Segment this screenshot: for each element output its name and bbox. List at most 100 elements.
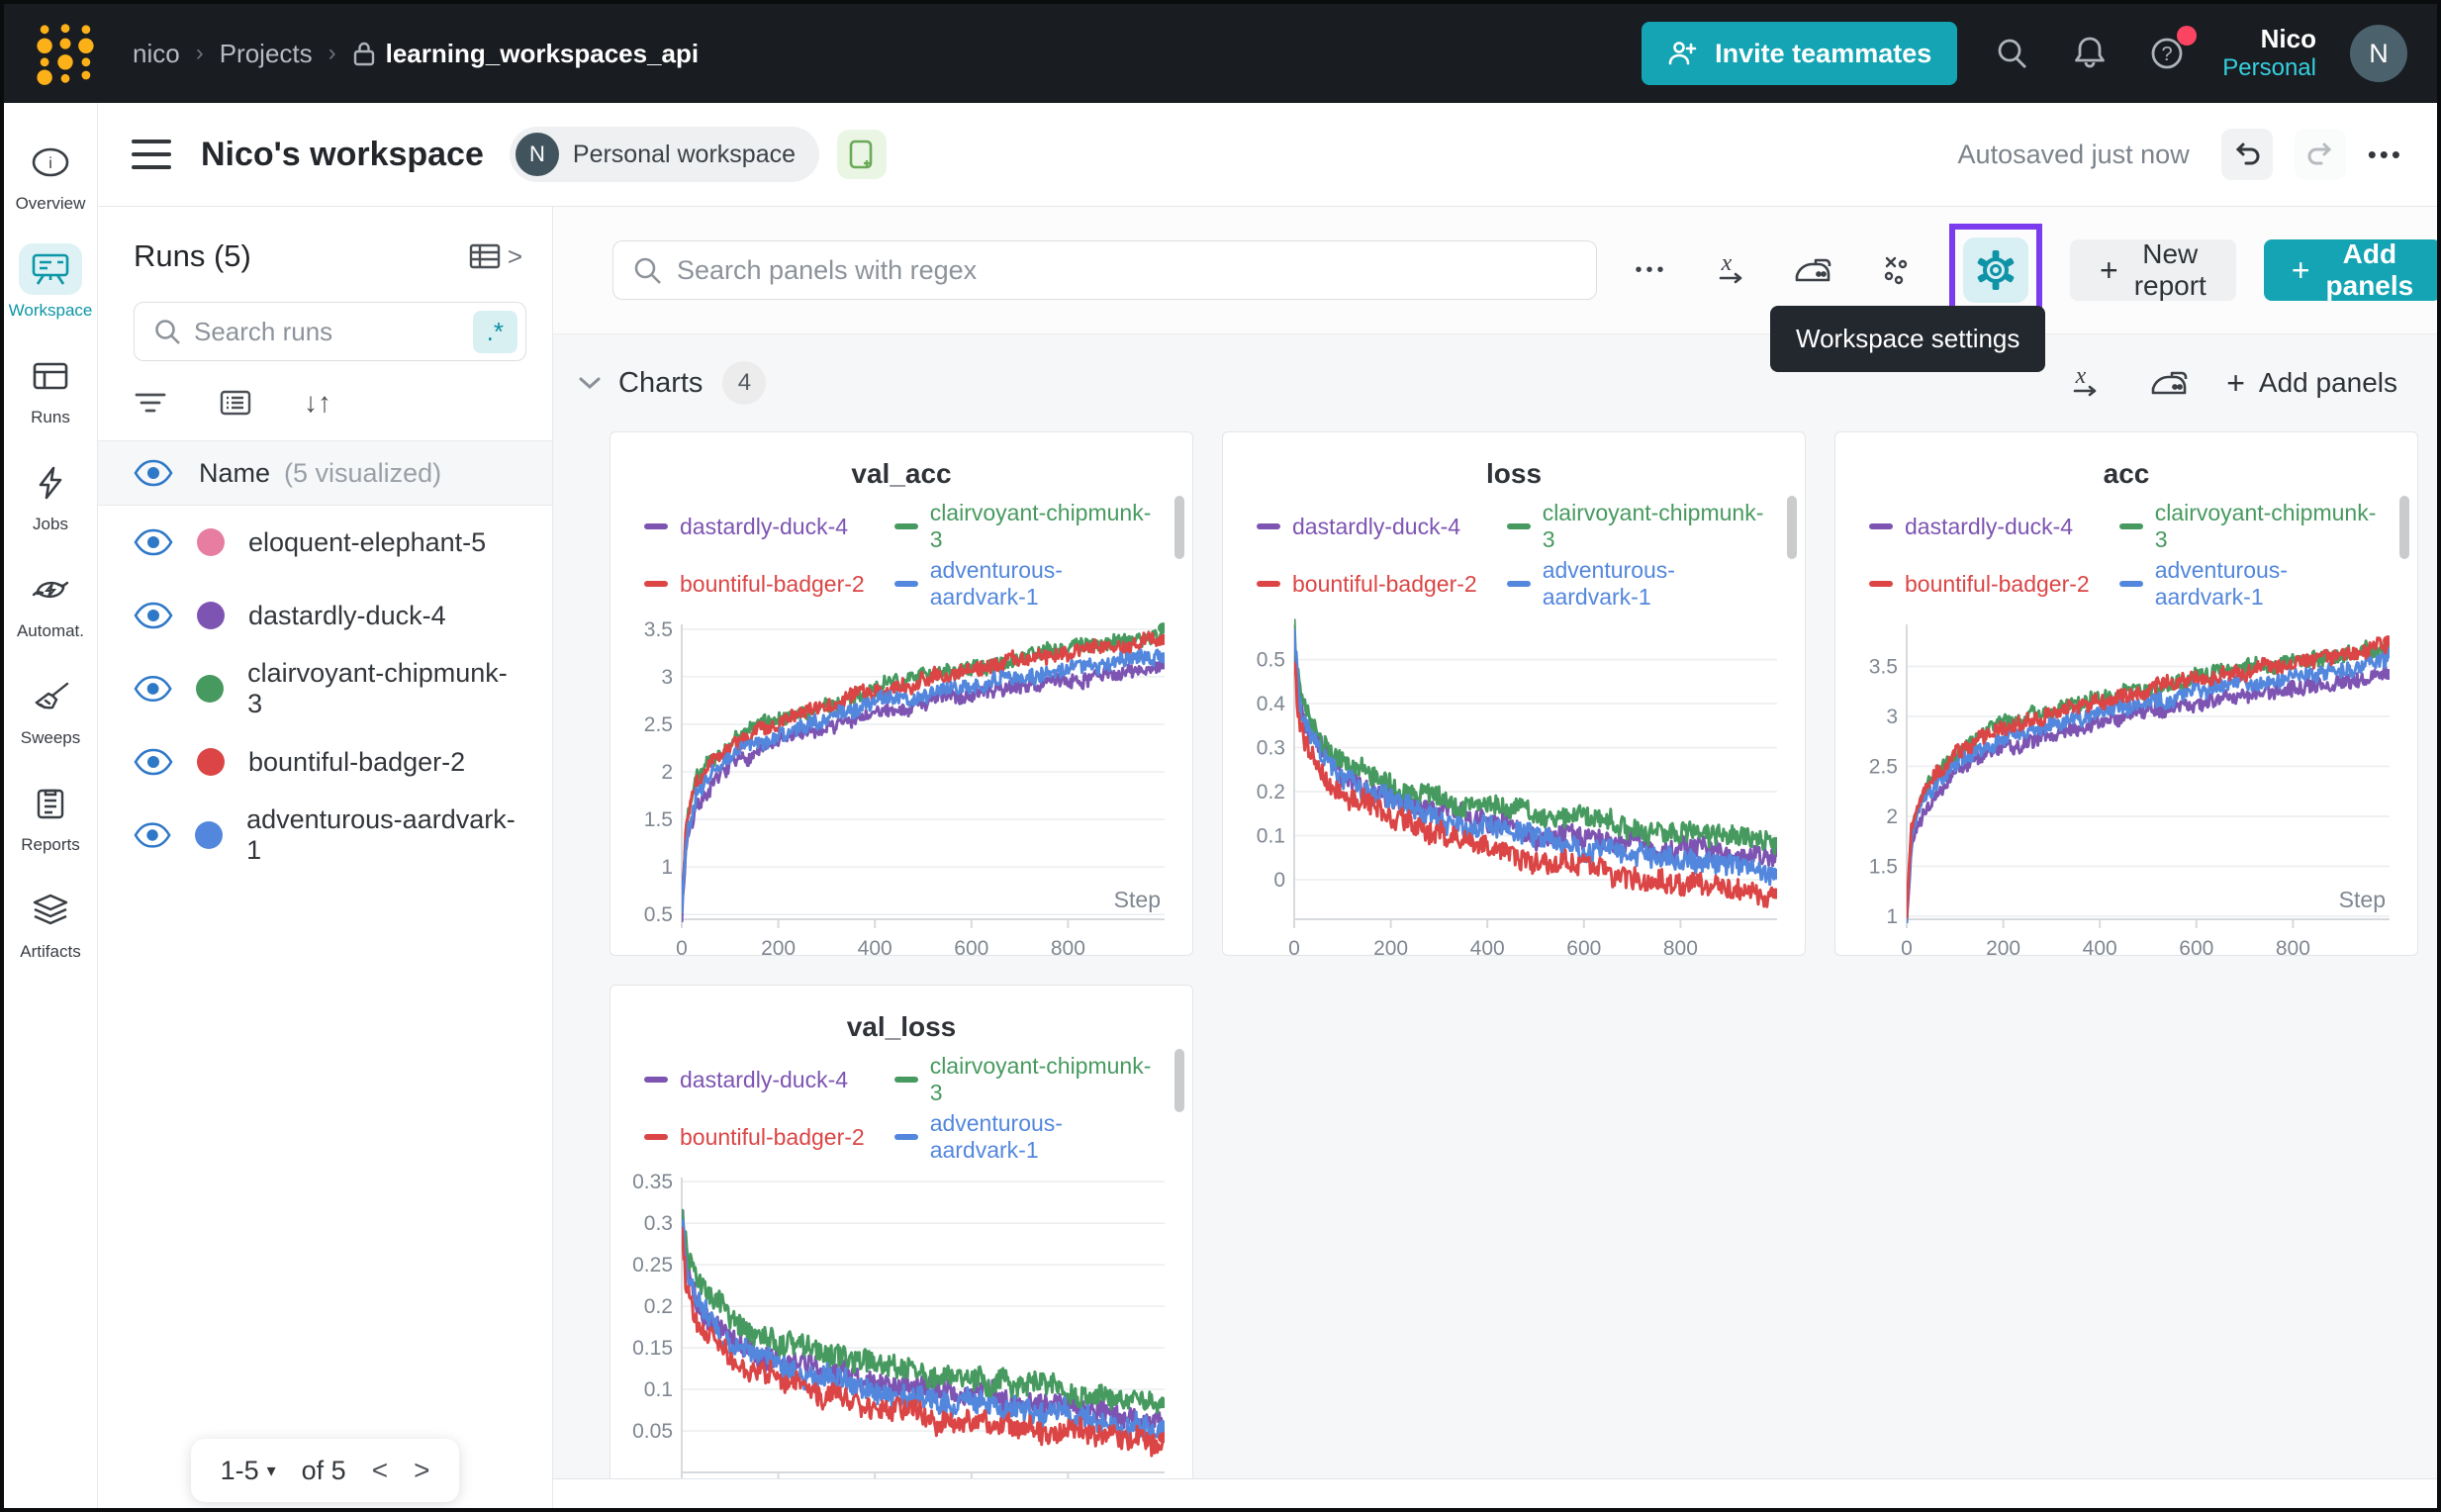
collapse-sidebar-icon[interactable]: [132, 140, 171, 169]
global-search-icon[interactable]: [1991, 32, 2034, 75]
sidebar-item-workspace[interactable]: Workspace: [8, 230, 93, 336]
visibility-eye-icon[interactable]: [134, 459, 173, 487]
run-row[interactable]: clairvoyant-chipmunk-3: [98, 652, 552, 725]
svg-text:3.5: 3.5: [644, 618, 673, 641]
smoothing-iron-icon[interactable]: [1787, 243, 1840, 297]
legend-swatch: [644, 1134, 668, 1140]
workspace-settings-button[interactable]: [1963, 237, 2028, 303]
section-collapse-chevron-icon[interactable]: [575, 373, 605, 393]
run-row[interactable]: eloquent-elephant-5: [98, 506, 552, 579]
saved-view-icon[interactable]: [837, 130, 888, 179]
legend-item: adventurous-aardvark-1: [1506, 557, 1771, 611]
sidebar-item-artifacts[interactable]: Artifacts: [8, 871, 93, 978]
run-visibility-eye-icon[interactable]: [134, 821, 171, 849]
workspace-badge[interactable]: N Personal workspace: [509, 127, 820, 182]
svg-text:0.15: 0.15: [632, 1337, 673, 1360]
run-row[interactable]: dastardly-duck-4: [98, 579, 552, 652]
page-range-dropdown[interactable]: 1-5 ▾: [220, 1455, 276, 1485]
add-panels-button[interactable]: + Add panels: [2263, 238, 2437, 301]
loss-plot: 0 0.1 0.2 0.3 0.4 0.5 0 200 400 600 800: [1237, 616, 1795, 956]
legend-swatch: [893, 523, 918, 529]
runs-search-input[interactable]: [194, 316, 461, 347]
svg-text:0.1: 0.1: [1257, 824, 1285, 847]
sidebar-item-reports[interactable]: Reports: [8, 764, 93, 871]
run-visibility-eye-icon[interactable]: [134, 528, 173, 556]
chart-panel-acc[interactable]: acc dastardly-duck-4 clairvoyant-chipmun…: [1834, 431, 2418, 956]
chart-panel-val-loss[interactable]: val_loss dastardly-duck-4 clairvoyant-ch…: [610, 985, 1193, 1478]
charts-section-title[interactable]: Charts: [618, 366, 704, 399]
run-name[interactable]: adventurous-aardvark-1: [246, 804, 516, 865]
redo-button[interactable]: [2294, 129, 2346, 180]
svg-text:400: 400: [1470, 937, 1505, 956]
user-name: Nico: [2260, 24, 2316, 54]
legend-scrollbar[interactable]: [1787, 496, 1797, 559]
chart-panel-val-acc[interactable]: val_acc dastardly-duck-4 clairvoyant-chi…: [610, 431, 1193, 956]
breadcrumb-projects[interactable]: Projects: [219, 38, 313, 68]
outliers-scatter-icon[interactable]: [1868, 243, 1922, 297]
svg-text:Step: Step: [2339, 887, 2386, 912]
legend-scrollbar[interactable]: [1174, 1049, 1184, 1112]
avatar[interactable]: N: [2350, 25, 2407, 82]
notifications-bell-icon[interactable]: [2068, 32, 2112, 75]
charts-area: Charts 4 x + Add panels: [553, 333, 2437, 1478]
run-name[interactable]: clairvoyant-chipmunk-3: [247, 658, 508, 718]
add-people-icon: [1668, 42, 1697, 65]
help-icon[interactable]: ?: [2145, 26, 2198, 75]
group-list-icon[interactable]: [219, 389, 252, 417]
undo-button[interactable]: [2220, 129, 2273, 180]
open-runs-table-button[interactable]: >: [468, 241, 522, 272]
sidebar-item-automations[interactable]: Automat.: [8, 550, 93, 657]
section-add-panels-button[interactable]: + Add panels: [2226, 365, 2397, 401]
chart-title: val_acc: [851, 458, 952, 489]
sidebar-item-sweeps[interactable]: Sweeps: [8, 657, 93, 764]
panel-search-input[interactable]: [677, 254, 1578, 286]
breadcrumb-entity[interactable]: nico: [133, 38, 180, 68]
main-column: Nico's workspace N Personal workspace Au…: [98, 103, 2437, 1508]
runs-table-icon: [19, 350, 82, 402]
legend-scrollbar[interactable]: [1174, 496, 1184, 559]
x-axis-settings-icon[interactable]: x: [1706, 243, 1759, 297]
run-name[interactable]: bountiful-badger-2: [248, 746, 466, 777]
jobs-lightning-icon: [19, 457, 82, 509]
x-axis-settings-icon[interactable]: x: [2060, 356, 2113, 410]
wandb-logo-icon[interactable]: [34, 21, 97, 86]
sidebar-item-jobs[interactable]: Jobs: [8, 443, 93, 550]
run-row[interactable]: bountiful-badger-2: [98, 725, 552, 799]
filter-icon[interactable]: [134, 391, 167, 415]
user-block[interactable]: Nico Personal: [2222, 24, 2316, 81]
svg-text:1.5: 1.5: [644, 808, 673, 831]
runs-name-column[interactable]: Name: [199, 457, 271, 488]
svg-text:0.4: 0.4: [1257, 693, 1286, 715]
run-visibility-eye-icon[interactable]: [134, 748, 173, 776]
svg-text:3: 3: [1886, 706, 1898, 728]
svg-text:0.1: 0.1: [644, 1378, 673, 1401]
smoothing-iron-icon[interactable]: [2143, 356, 2197, 410]
run-visibility-eye-icon[interactable]: [134, 602, 173, 629]
chart-panel-loss[interactable]: loss dastardly-duck-4 clairvoyant-chipmu…: [1222, 431, 1806, 956]
charts-header-actions: x + Add panels: [2060, 356, 2397, 410]
panel-overflow-menu-icon[interactable]: •••: [1635, 258, 1668, 281]
regex-toggle[interactable]: .*: [472, 310, 517, 353]
svg-text:800: 800: [1663, 937, 1698, 956]
sidebar-item-overview[interactable]: i Overview: [8, 123, 93, 230]
prev-page-button[interactable]: <: [371, 1455, 389, 1485]
legend-scrollbar[interactable]: [2399, 496, 2409, 559]
run-row[interactable]: adventurous-aardvark-1: [98, 799, 552, 872]
runs-sidebar: Runs (5) > .* ↓↑: [98, 207, 553, 1508]
workspace-settings-tooltip: Workspace settings: [1770, 306, 2046, 372]
new-report-button[interactable]: + New report: [2070, 238, 2236, 301]
run-visibility-eye-icon[interactable]: [134, 675, 172, 703]
legend-swatch: [1257, 523, 1280, 529]
run-name[interactable]: eloquent-elephant-5: [248, 526, 487, 557]
workspace-more-menu-icon[interactable]: •••: [2367, 139, 2403, 169]
run-name[interactable]: dastardly-duck-4: [248, 600, 446, 630]
legend-item: dastardly-duck-4: [1257, 500, 1477, 553]
invite-teammates-button[interactable]: Invite teammates: [1642, 22, 1958, 85]
legend-swatch: [893, 581, 918, 587]
next-page-button[interactable]: >: [414, 1455, 430, 1485]
runs-pagination: 1-5 ▾ of 5 < >: [190, 1439, 460, 1502]
sort-icon[interactable]: ↓↑: [304, 387, 331, 418]
legend-item: dastardly-duck-4: [644, 500, 865, 553]
breadcrumb-project[interactable]: learning_workspaces_api: [352, 39, 699, 69]
sidebar-item-runs[interactable]: Runs: [8, 336, 93, 443]
